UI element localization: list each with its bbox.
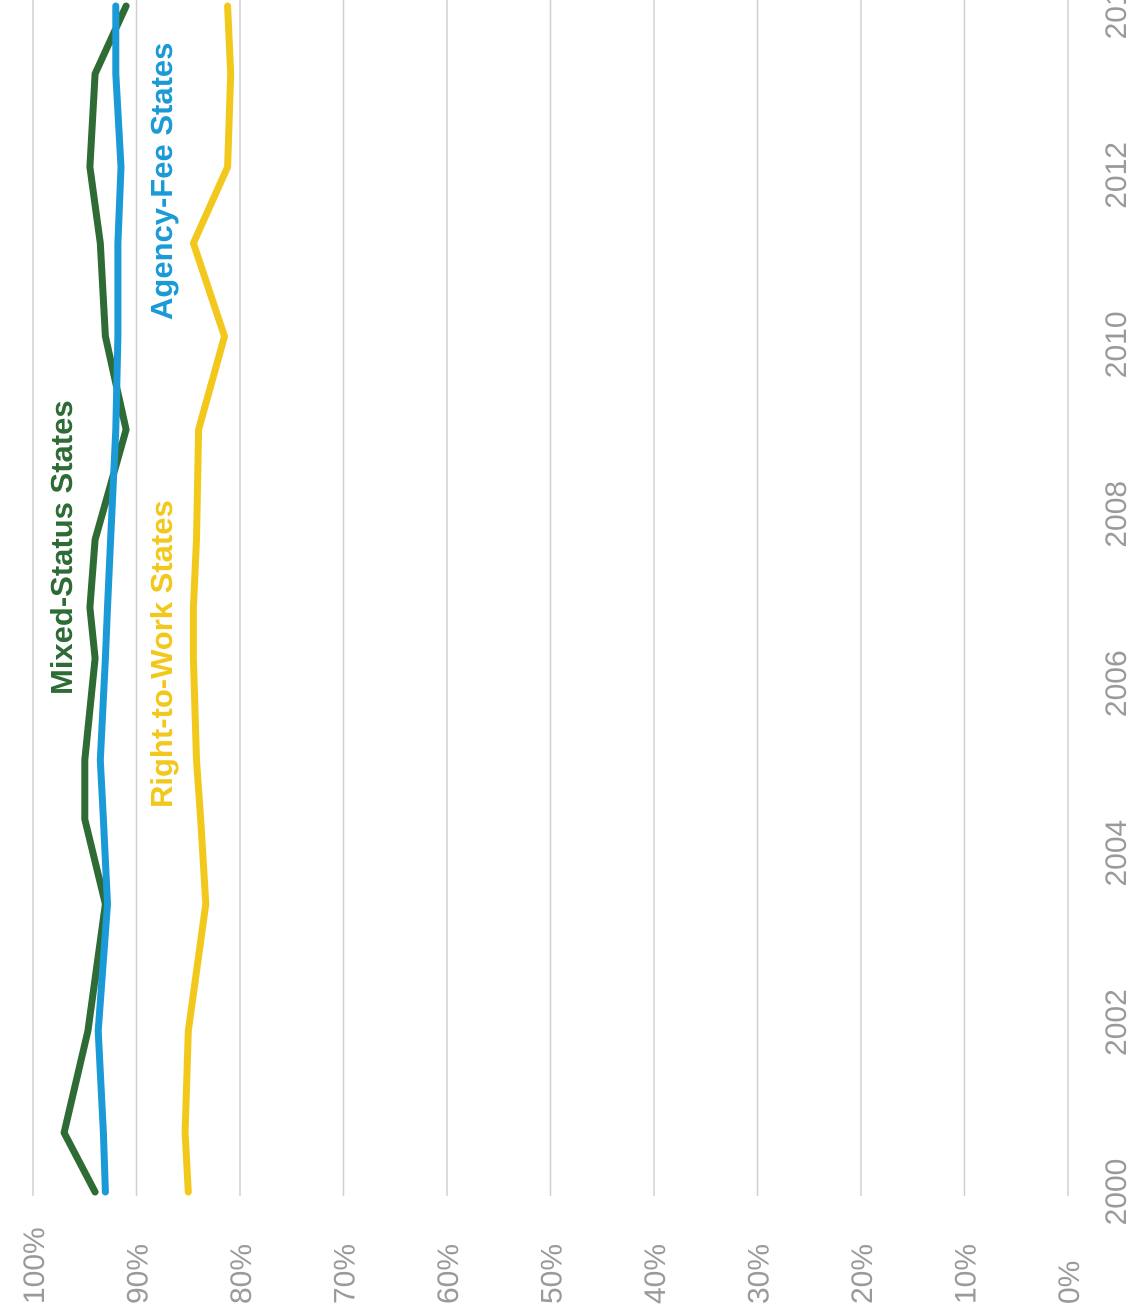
gridlines	[32, 0, 1069, 1196]
series-label-2: Agency-Fee States	[144, 43, 179, 320]
series-lines	[60, 2, 235, 1196]
x-axis-ticks: 2000 2002 2004 2006 2008 2010 2012 2014	[1100, 0, 1130, 1225]
y-axis-ticks: 0% 10% 20% 30% 40% 50% 60% 70% 80% 90% 100%	[18, 1227, 1086, 1304]
x-tick-label: 2014	[1100, 0, 1130, 39]
y-tick-label: 90%	[122, 1244, 155, 1304]
y-tick-label: 70%	[329, 1244, 362, 1304]
x-tick-label: 2008	[1100, 481, 1130, 548]
series-label-1: Mixed-Status States	[44, 400, 79, 695]
y-tick-label: 40%	[639, 1244, 672, 1304]
series-line-3	[181, 2, 235, 1196]
y-tick-label: 100%	[18, 1227, 51, 1304]
y-tick-label: 60%	[432, 1244, 465, 1304]
y-tick-label: 80%	[225, 1244, 258, 1304]
series-label-3: Right-to-Work States	[144, 500, 179, 808]
x-tick-label: 2012	[1100, 142, 1130, 209]
y-tick-label: 10%	[950, 1244, 983, 1304]
y-tick-label: 30%	[743, 1244, 776, 1304]
x-tick-label: 2000	[1100, 1159, 1130, 1226]
series-labels: Mixed-Status States Agency-Fee States Righ…	[44, 43, 179, 808]
x-tick-label: 2010	[1100, 311, 1130, 378]
x-tick-label: 2002	[1100, 989, 1130, 1056]
series-line-2	[94, 2, 125, 1196]
y-tick-label: 50%	[536, 1244, 569, 1304]
series-line-1	[60, 2, 130, 1196]
y-tick-label: 20%	[846, 1244, 879, 1304]
x-tick-label: 2004	[1100, 820, 1130, 887]
y-tick-label: 0%	[1053, 1261, 1086, 1304]
x-tick-label: 2006	[1100, 650, 1130, 717]
